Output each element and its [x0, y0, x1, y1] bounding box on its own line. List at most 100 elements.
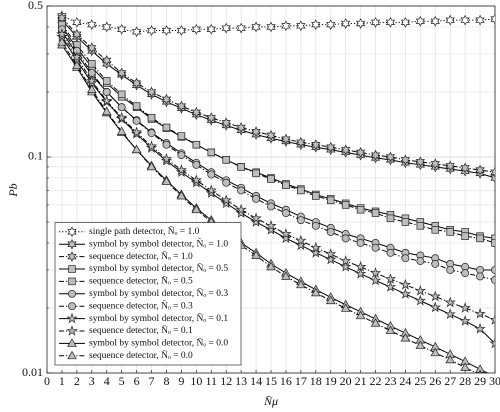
marker: [265, 219, 277, 231]
x-tick-label: 16: [280, 374, 292, 388]
marker: [295, 239, 307, 251]
y-tick-label: 0.5: [28, 0, 43, 12]
marker: [325, 253, 337, 265]
marker: [355, 147, 366, 158]
marker: [131, 26, 142, 38]
marker: [281, 209, 290, 218]
marker: [192, 140, 201, 149]
marker: [67, 338, 77, 347]
marker: [356, 205, 365, 214]
marker: [72, 28, 82, 40]
marker: [310, 287, 321, 297]
marker: [326, 141, 336, 153]
marker: [430, 15, 440, 27]
marker: [131, 144, 142, 154]
marker: [354, 267, 367, 279]
marker: [415, 340, 426, 349]
marker: [370, 149, 381, 161]
marker: [369, 274, 382, 286]
x-tick-label: 8: [163, 374, 169, 388]
legend-label: sequence detector, N̄ₒ = 0.3: [89, 300, 193, 312]
marker: [266, 261, 276, 271]
series-line: [61, 33, 495, 321]
marker: [146, 86, 157, 98]
y-tick-label: 0.1: [28, 149, 43, 163]
x-tick-label: 26: [429, 374, 441, 388]
marker: [296, 216, 305, 225]
x-tick-label: 19: [325, 374, 337, 388]
marker: [66, 312, 78, 324]
marker: [280, 228, 292, 239]
marker: [490, 166, 495, 178]
marker: [491, 275, 495, 284]
marker: [461, 232, 469, 240]
x-tick-label: 20: [340, 374, 352, 388]
x-tick-label: 21: [355, 374, 367, 388]
x-tick-label: 13: [235, 374, 247, 388]
marker: [132, 102, 141, 110]
y-tick-label: 0.01: [22, 365, 43, 379]
marker: [460, 14, 470, 26]
marker: [385, 151, 396, 163]
x-tick-label: 27: [444, 374, 456, 388]
legend-label: sequence detector, N̄ₒ = 0.1: [89, 324, 193, 336]
marker: [474, 323, 486, 334]
marker: [429, 301, 441, 313]
marker: [265, 223, 277, 235]
marker: [340, 260, 352, 272]
marker: [72, 16, 82, 28]
marker: [310, 246, 322, 258]
marker: [130, 126, 143, 138]
marker: [401, 218, 410, 226]
legend-label: symbol by symbol detector, N̄ₒ = 1.0: [89, 238, 228, 250]
marker: [162, 140, 171, 149]
x-tick-label: 14: [250, 374, 262, 388]
marker: [386, 248, 395, 257]
marker: [147, 129, 156, 138]
series-line: [61, 15, 495, 33]
marker: [296, 279, 306, 289]
marker: [160, 152, 173, 164]
marker: [326, 19, 336, 30]
marker: [102, 77, 111, 85]
marker: [400, 154, 411, 166]
marker: [312, 192, 320, 200]
marker: [474, 307, 486, 319]
x-tick-label: 7: [149, 374, 155, 388]
marker: [445, 14, 455, 26]
marker: [311, 139, 321, 151]
x-tick-label: 1: [59, 374, 65, 388]
marker: [489, 314, 495, 325]
x-tick-label: 28: [459, 374, 471, 388]
marker: [68, 289, 76, 298]
x-tick-label: 6: [134, 374, 140, 388]
x-tick-label: 12: [220, 374, 232, 388]
marker: [476, 272, 485, 281]
marker: [415, 15, 425, 27]
marker: [431, 259, 440, 268]
marker: [66, 325, 78, 336]
x-tick-label: 3: [89, 374, 95, 388]
marker: [355, 310, 366, 320]
x-tick-label: 9: [178, 374, 184, 388]
marker: [177, 132, 186, 140]
marker: [67, 251, 77, 262]
marker: [340, 303, 351, 312]
marker: [162, 123, 171, 132]
marker: [68, 277, 76, 286]
marker: [414, 284, 426, 296]
marker: [281, 133, 291, 145]
marker: [297, 186, 305, 195]
marker: [176, 100, 187, 112]
marker: [251, 126, 261, 138]
x-tick-label: 18: [310, 374, 322, 388]
marker: [370, 318, 381, 327]
marker: [117, 103, 126, 112]
marker: [341, 201, 350, 209]
marker: [446, 228, 454, 236]
marker: [102, 55, 112, 66]
marker: [146, 161, 157, 171]
x-tick-label: 10: [190, 374, 202, 388]
marker: [116, 111, 128, 123]
